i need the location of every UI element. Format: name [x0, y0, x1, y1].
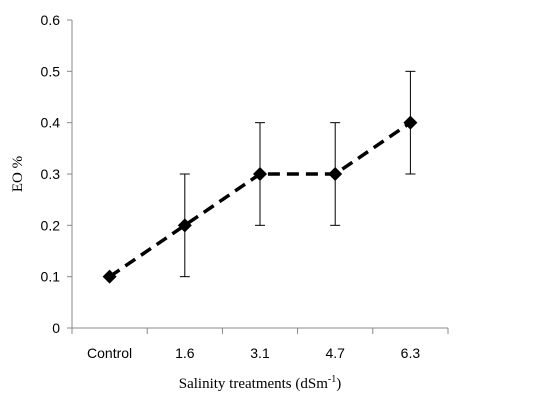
- x-axis-title-end: ): [336, 376, 341, 392]
- x-tick-label: 1.6: [175, 345, 195, 361]
- x-tick-label: Control: [87, 345, 132, 361]
- x-tick-label: 3.1: [250, 345, 270, 361]
- data-point-marker: [403, 115, 418, 130]
- data-point-marker: [177, 218, 192, 233]
- y-tick-label: 0: [52, 320, 60, 336]
- x-axis-title: Salinity treatments (dSm-1): [179, 374, 342, 392]
- y-ticks: 0 0.1 0.2 0.3 0.4 0.5 0.6: [41, 12, 72, 336]
- y-tick-label: 0.3: [41, 166, 61, 182]
- x-ticks: Control 1.6 3.1 4.7 6.3: [71, 328, 449, 361]
- x-axis-title-superscript: -1: [328, 374, 336, 385]
- y-axis-title: EO %: [10, 156, 26, 192]
- x-tick-label: 6.3: [401, 345, 421, 361]
- y-tick-label: 0.5: [41, 63, 61, 79]
- y-tick-label: 0.1: [41, 269, 61, 285]
- data-point-marker: [102, 269, 117, 284]
- x-tick-label: 4.7: [325, 345, 345, 361]
- y-tick-label: 0.2: [41, 217, 61, 233]
- x-axis-title-main: Salinity treatments (dSm: [179, 376, 328, 392]
- y-tick-label: 0.4: [41, 115, 61, 131]
- markers: [102, 115, 418, 284]
- data-point-marker: [328, 167, 343, 181]
- y-tick-label: 0.6: [41, 12, 61, 28]
- data-point-marker: [253, 167, 267, 181]
